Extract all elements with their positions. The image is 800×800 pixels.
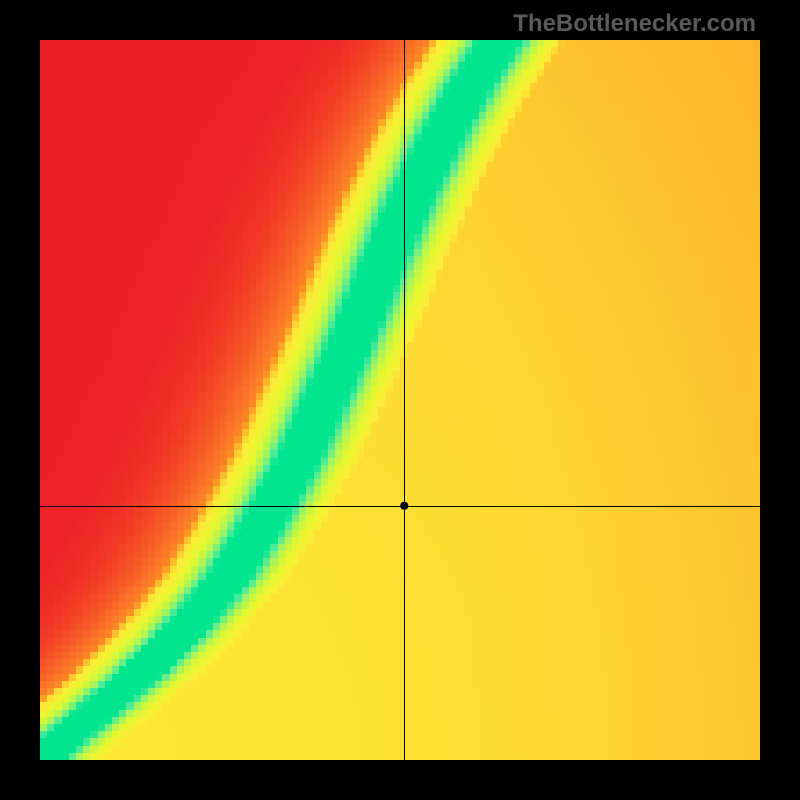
heatmap-plot [40, 40, 760, 760]
heatmap-canvas [40, 40, 760, 760]
chart-container: TheBottlenecker.com [0, 0, 800, 800]
watermark-text: TheBottlenecker.com [513, 10, 756, 38]
